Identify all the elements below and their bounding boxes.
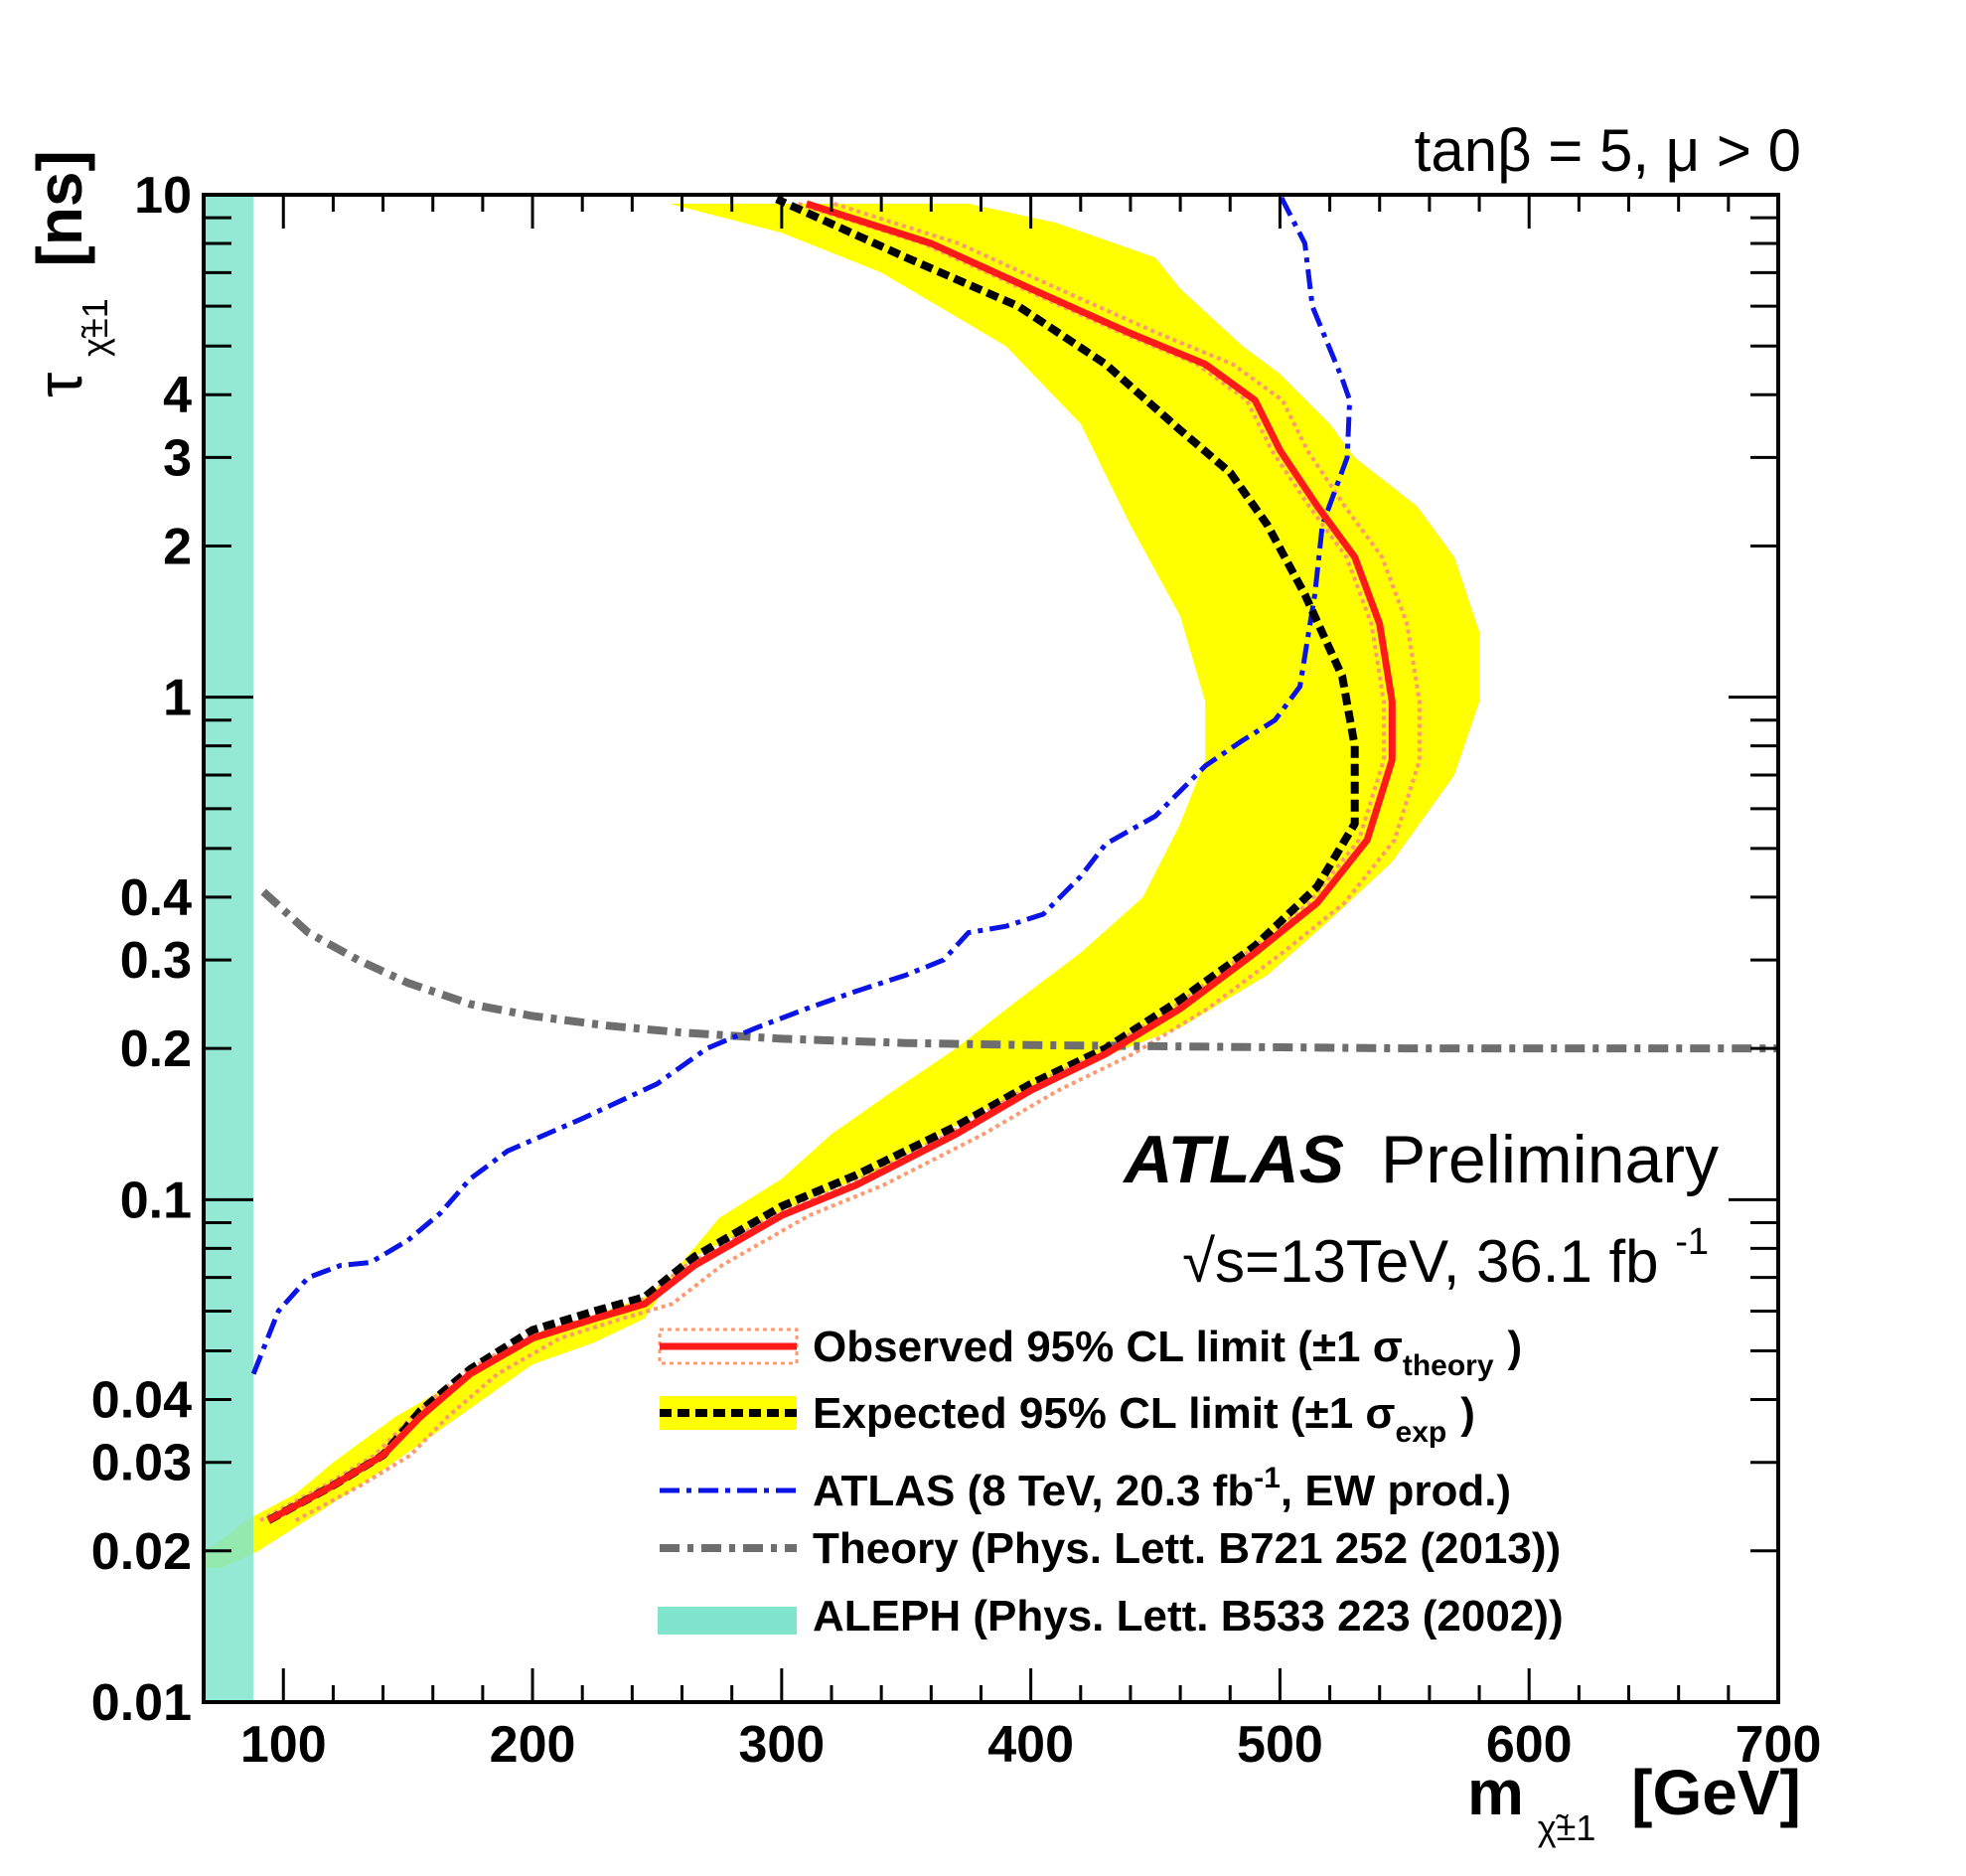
x-tick-label: 300 xyxy=(738,1716,825,1774)
y-tick-label: 0.4 xyxy=(120,869,192,927)
legend-atlas8-sup: -1 xyxy=(1254,1462,1281,1494)
legend-aleph-swatch xyxy=(658,1607,797,1635)
legend-theory-text: Theory (Phys. Lett. B721 252 (2013)) xyxy=(813,1524,1561,1573)
y-axis-var: τ xyxy=(24,373,95,397)
y-tick-label: 10 xyxy=(134,167,192,225)
x-axis-unit: [GeV] xyxy=(1631,1757,1801,1828)
energy-label: √s=13TeV, 36.1 fb xyxy=(1182,1228,1658,1295)
aleph-excluded-region xyxy=(204,195,253,1702)
atlas-label: ATLAS xyxy=(1122,1122,1344,1197)
legend-atlas8-close: , EW prod.) xyxy=(1281,1467,1511,1515)
energy-label-group: √s=13TeV, 36.1 fb -1 xyxy=(1182,1221,1709,1295)
legend-observed-text: Observed 95% CL limit (±1 σtheory) xyxy=(813,1323,1522,1382)
energy-label-sup: -1 xyxy=(1675,1221,1709,1263)
legend-observed-label: Observed 95% CL limit (±1 σ xyxy=(813,1323,1403,1371)
legend-expected-label: Expected 95% CL limit (±1 σ xyxy=(813,1389,1396,1438)
legend-expected-text: Expected 95% CL limit (±1 σexp) xyxy=(813,1389,1475,1449)
legend-aleph-text: ALEPH (Phys. Lett. B533 223 (2002)) xyxy=(813,1592,1564,1641)
legend: Observed 95% CL limit (±1 σtheory) Expec… xyxy=(658,1323,1564,1641)
y-tick-label: 3 xyxy=(163,429,192,487)
x-tick-label: 500 xyxy=(1237,1716,1323,1774)
series-layer xyxy=(253,195,1778,1520)
y-axis-unit: [ns] xyxy=(24,150,95,266)
y-axis-title: τ χ̃±1 [ns] xyxy=(24,150,121,397)
y-tick-label: 0.01 xyxy=(91,1674,192,1732)
atlas-label-group: ATLAS Preliminary xyxy=(1122,1122,1719,1197)
aleph-layer xyxy=(204,195,253,1702)
y-tick-label: 0.1 xyxy=(120,1172,192,1229)
y-tick-label: 0.2 xyxy=(120,1020,192,1078)
legend-expected-close: ) xyxy=(1460,1389,1475,1438)
y-axis-sub: χ̃±1 xyxy=(75,298,115,357)
y-tick-label: 4 xyxy=(163,367,192,424)
x-tick-label: 200 xyxy=(490,1716,576,1774)
y-tick-label: 1 xyxy=(163,670,192,727)
x-axis-title: m χ̃±1 [GeV] xyxy=(1467,1757,1801,1854)
legend-observed-close: ) xyxy=(1508,1323,1523,1371)
legend-atlas8-text: ATLAS (8 TeV, 20.3 fb-1, EW prod.) xyxy=(813,1462,1511,1515)
y-tick-label: 0.02 xyxy=(91,1523,192,1581)
y-tick-label: 0.3 xyxy=(120,932,192,990)
x-tick-label: 100 xyxy=(240,1716,327,1774)
legend-atlas8-label: ATLAS (8 TeV, 20.3 fb xyxy=(813,1467,1254,1515)
legend-observed-sub: theory xyxy=(1403,1349,1494,1382)
x-axis-sub: χ̃±1 xyxy=(1538,1807,1596,1848)
legend-expected-sub: exp xyxy=(1396,1416,1447,1449)
annotation-text: tanβ = 5, μ > 0 xyxy=(1415,117,1801,184)
chart-svg: 100 200 300 400 500 600 7000.010.020.030.040.1… xyxy=(0,0,1966,1876)
x-axis-var: m xyxy=(1467,1757,1524,1828)
y-tick-label: 2 xyxy=(163,518,192,575)
y-tick-label: 0.03 xyxy=(91,1435,192,1492)
x-tick-label: 400 xyxy=(987,1716,1074,1774)
y-tick-label: 0.04 xyxy=(91,1372,192,1430)
atlas-sublabel: Preliminary xyxy=(1381,1122,1719,1197)
